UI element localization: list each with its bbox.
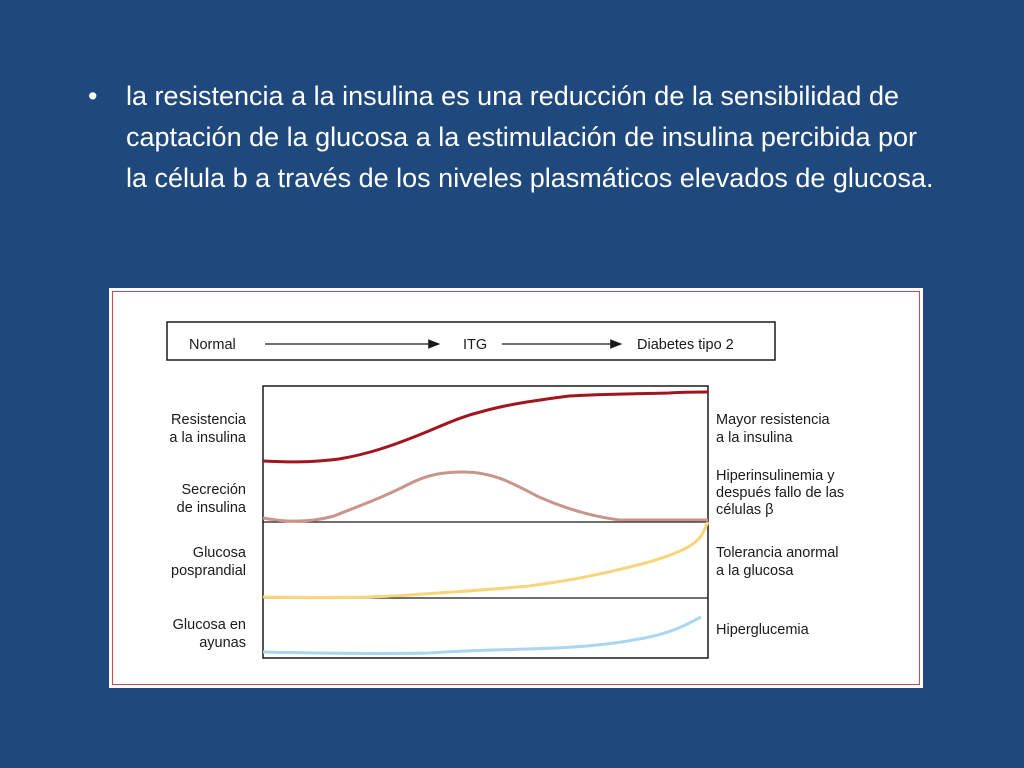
left-label-posprandial-2: posprandial (171, 563, 246, 579)
curve-secrecion (262, 470, 708, 523)
right-label-posprandial-1: Tolerancia anormal (716, 545, 839, 561)
figure-frame (112, 291, 920, 685)
right-label-secrecion-2: después fallo de las (716, 485, 844, 501)
curve-glucosa-ayunas (262, 615, 702, 655)
curve-glucosa-posprandial (262, 521, 710, 600)
figure-diagram: Normal ITG Diabetes tipo 2 Resistencia a… (166, 321, 844, 659)
stage-normal: Normal (189, 337, 236, 353)
left-label-posprandial-1: Glucosa (193, 545, 247, 561)
right-label-posprandial-2: a la glucosa (716, 563, 794, 579)
left-label-resistencia-1: Resistencia (171, 412, 247, 428)
progression-box (166, 321, 776, 361)
right-label-secrecion-1: Hiperinsulinemia y (716, 468, 835, 484)
right-label-secrecion-3: células β (716, 502, 774, 518)
stage-diabetes: Diabetes tipo 2 (637, 337, 734, 353)
left-label-resistencia-2: a la insulina (169, 430, 247, 446)
stage-itg: ITG (463, 337, 487, 353)
bullet-text: la resistencia a la insulina es una redu… (126, 81, 934, 193)
left-label-secrecion-1: Secreción (182, 482, 246, 498)
right-label-resistencia-2: a la insulina (716, 430, 794, 446)
right-label-resistencia-1: Mayor resistencia (716, 412, 831, 428)
left-label-ayunas-1: Glucosa en (173, 617, 246, 633)
right-label-ayunas-1: Hiperglucemia (716, 622, 810, 638)
insulin-resistance-figure: Normal ITG Diabetes tipo 2 Resistencia a… (109, 288, 923, 688)
curve-resistencia (262, 390, 709, 464)
bullet-symbol: • (88, 81, 98, 111)
left-label-ayunas-2: ayunas (199, 635, 246, 651)
left-label-secrecion-2: de insulina (177, 500, 247, 516)
